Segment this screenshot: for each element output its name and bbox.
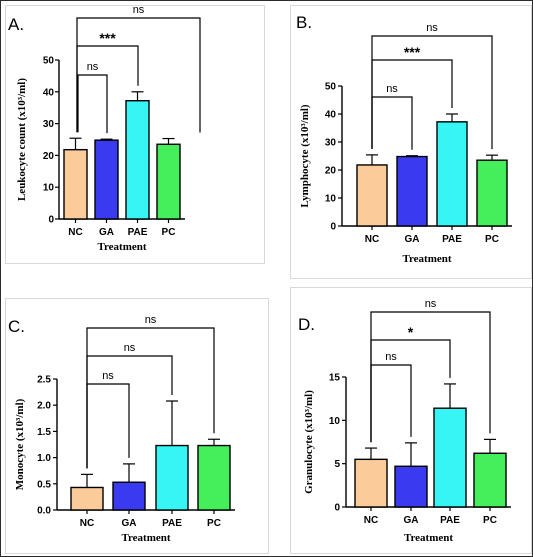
chart-d-significance-label-ga: ns <box>385 351 397 363</box>
chart-c-category-label-nc: NC <box>80 518 94 529</box>
chart-b-significance-label-pc: ns <box>426 22 438 34</box>
chart-b-bar-ga <box>396 155 428 227</box>
chart-c-y-tick-label: 2.0 <box>37 401 51 412</box>
chart-c-bracket-ga <box>86 383 130 469</box>
chart-a-bracket-pc <box>76 17 201 133</box>
chart-b-bar-nc <box>356 164 388 227</box>
chart-b-y-tick-label: 20 <box>325 166 337 177</box>
chart-a-category-label-pae: PAE <box>128 227 148 238</box>
chart-d-y-axis-label: Granulocyte (x10³/ml) <box>303 390 315 494</box>
chart-c-significance-label-pae: ns <box>124 342 136 354</box>
chart-a-panel-label: A. <box>8 15 24 34</box>
chart-d-bar-ga <box>394 465 428 508</box>
chart-d-bar-pae <box>433 407 467 508</box>
chart-b-y-tick-label: 50 <box>325 82 337 93</box>
chart-b-category-label-pae: PAE <box>442 234 462 245</box>
chart-b-bracket-pc <box>371 35 493 150</box>
chart-d-y-tick-label: 0 <box>334 503 340 514</box>
chart-b-category-label-ga: GA <box>405 234 420 245</box>
chart-a-category-label-ga: GA <box>99 227 114 238</box>
chart-d-category-label-pc: PC <box>483 515 497 526</box>
chart-a-bar-ga <box>94 139 119 220</box>
chart-a-y-axis-label: Leukocyte count (x10³/ml) <box>16 78 28 201</box>
chart-b-category-label-pc: PC <box>485 234 499 245</box>
chart-c-y-axis-label: Monocyte (x10³/ml) <box>14 398 26 490</box>
chart-c-y-tick-label: 1.5 <box>37 427 51 438</box>
chart-c-category-label-ga: GA <box>122 518 137 529</box>
chart-d-significance-label-pc: ns <box>425 298 437 310</box>
chart-c-bracket-pc <box>86 327 215 469</box>
chart-c-significance-label-pc: ns <box>145 314 157 326</box>
chart-b-panel-label: B. <box>296 13 312 32</box>
chart-a-category-label-nc: NC <box>68 227 82 238</box>
panel-c <box>5 298 269 554</box>
chart-a-y-tick-label: 0 <box>48 215 54 226</box>
chart-c-y-tick-label: 2.5 <box>37 375 51 386</box>
chart-a-x-axis-label: Treatment <box>97 241 146 253</box>
chart-b-x-axis-label: Treatment <box>402 253 451 265</box>
chart-d-significance-label-pae: * <box>408 324 414 340</box>
chart-a-y-tick-label: 40 <box>43 87 55 98</box>
chart-d-category-label-ga: GA <box>404 515 419 526</box>
chart-a-significance-label-pc: ns <box>133 4 145 16</box>
chart-d-bracket-pc <box>370 311 491 443</box>
chart-d-bracket-ga <box>370 364 412 443</box>
chart-d-y-tick-label: 5 <box>334 459 340 470</box>
chart-b-y-tick-label: 0 <box>330 222 336 233</box>
chart-d-bar-pc <box>473 452 507 508</box>
chart-b-bar-pc <box>476 159 508 227</box>
chart-a-y-tick-label: 10 <box>43 183 55 194</box>
chart-a-bracket-ga <box>77 74 108 134</box>
chart-c-bar-pae <box>155 444 189 511</box>
chart-c-y-tick-label: 0.5 <box>37 479 51 490</box>
chart-b-bar-pae <box>436 121 468 227</box>
chart-b-y-tick-label: 10 <box>325 194 337 205</box>
chart-a-y-tick-label: 50 <box>43 56 55 67</box>
chart-b-y-tick-label: 40 <box>325 110 337 121</box>
chart-c-panel-label: C. <box>8 317 25 336</box>
chart-b-y-axis-label: Lymphocyte (x10³/ml) <box>299 104 311 208</box>
chart-c-x-axis-label: Treatment <box>121 532 170 544</box>
chart-b-significance-label-ga: ns <box>386 83 398 95</box>
chart-a-category-label-pc: PC <box>162 227 176 238</box>
chart-b-category-label-nc: NC <box>365 234 379 245</box>
chart-c-bar-pc <box>197 444 231 511</box>
chart-a-significance-label-ga: ns <box>87 61 99 73</box>
chart-c-category-label-pae: PAE <box>162 518 182 529</box>
chart-d-y-tick-label: 10 <box>329 416 341 427</box>
chart-d-y-tick-label: 15 <box>329 373 341 384</box>
chart-d-panel-label: D. <box>298 315 315 334</box>
chart-c-y-tick-label: 1.0 <box>37 453 51 464</box>
chart-d-category-label-pae: PAE <box>440 515 460 526</box>
chart-a-y-tick-label: 30 <box>43 119 55 130</box>
chart-c-category-label-pc: PC <box>207 518 221 529</box>
chart-b-y-tick-label: 30 <box>325 138 337 149</box>
chart-d-x-axis-label: Treatment <box>404 532 453 544</box>
chart-a-bar-pc <box>156 143 181 220</box>
chart-a-significance-label-pae: *** <box>99 30 116 46</box>
chart-b-significance-label-pae: *** <box>404 44 421 60</box>
chart-d-category-label-nc: NC <box>364 515 378 526</box>
chart-b-bracket-ga <box>371 96 413 150</box>
chart-c-bar-nc <box>70 486 104 511</box>
chart-c-significance-label-ga: ns <box>102 370 114 382</box>
chart-c-y-tick-label: 0.0 <box>37 506 51 517</box>
chart-a-bar-pae <box>125 100 150 220</box>
chart-a-y-tick-label: 20 <box>43 151 55 162</box>
chart-c-bar-ga <box>112 481 146 511</box>
chart-d-bar-nc <box>354 458 388 508</box>
chart-a-bar-nc <box>63 148 88 220</box>
